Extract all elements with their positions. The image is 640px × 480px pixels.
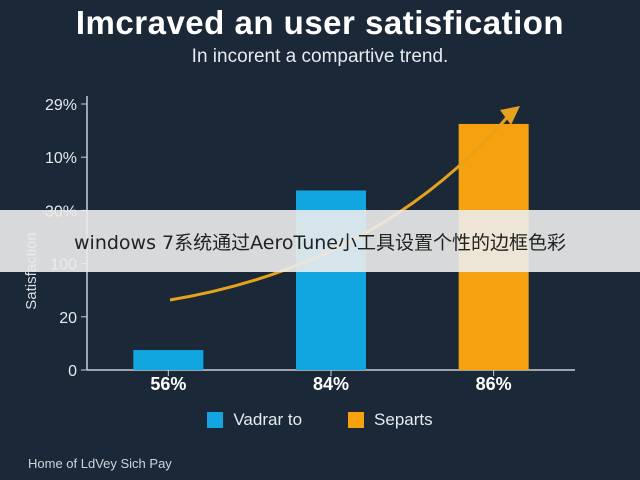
chart-title: Imcraved an user satisfication (75, 4, 565, 41)
banner-text: windows 7系统通过AeroTune小工具设置个性的边框色彩 (74, 231, 566, 254)
legend-item-2: Separts (348, 410, 433, 430)
y-tick-label: 20 (59, 310, 77, 327)
legend-swatch-1 (207, 412, 224, 428)
y-tick-label: 10% (45, 150, 77, 167)
legend-item-1: Vadrar to (207, 410, 302, 430)
trend-arrow-head (500, 106, 520, 125)
overlay-banner: windows 7系统通过AeroTune小工具设置个性的边框色彩 (0, 210, 640, 272)
chart-legend: Vadrar to Separts (0, 410, 640, 430)
x-tick-label: 56% (150, 374, 186, 394)
legend-label-2: Separts (374, 410, 433, 429)
x-tick-label: 86% (476, 374, 512, 394)
y-tick-label: 29% (45, 97, 77, 114)
chart-subtitle: In incorent a compartive trend. (191, 46, 449, 67)
legend-label-1: Vadrar to (233, 410, 303, 429)
bar-1 (133, 350, 204, 370)
legend-swatch-2 (348, 412, 365, 428)
y-tick-label: 0 (68, 363, 77, 380)
x-tick-label: 84% (313, 374, 349, 394)
footer-text: Home of LdVey Sich Pay (28, 456, 172, 471)
